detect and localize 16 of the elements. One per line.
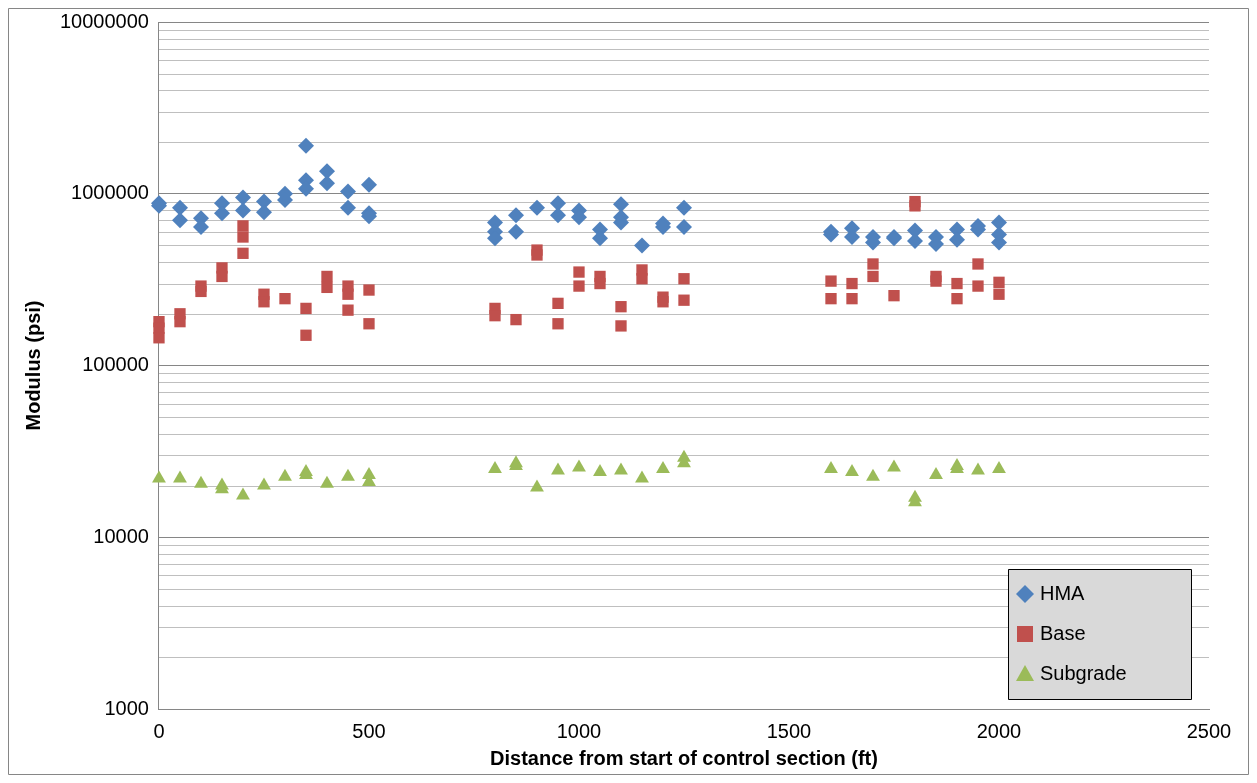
x-tick-label: 2000 [976,719,1022,742]
x-tick-label: 500 [352,719,386,742]
y-tick-label: 100000 [82,353,149,376]
x-tick-label: 1500 [766,719,812,742]
y-tick-label: 1000000 [71,181,149,204]
x-tick-label: 0 [153,719,165,742]
x-axis-title: Distance from start of control section (ft) [490,746,878,769]
x-tick-label: 2500 [1186,719,1232,742]
legend-label: Base [1040,621,1086,644]
legend-label: HMA [1040,581,1086,604]
x-tick-label: 1000 [556,719,602,742]
y-tick-label: 10000000 [60,9,149,32]
y-tick-label: 1000 [104,696,149,719]
y-tick-label: 10000 [93,524,149,547]
y-axis-title: Modulus (psi) [21,300,44,431]
legend-label: Subgrade [1040,661,1127,684]
